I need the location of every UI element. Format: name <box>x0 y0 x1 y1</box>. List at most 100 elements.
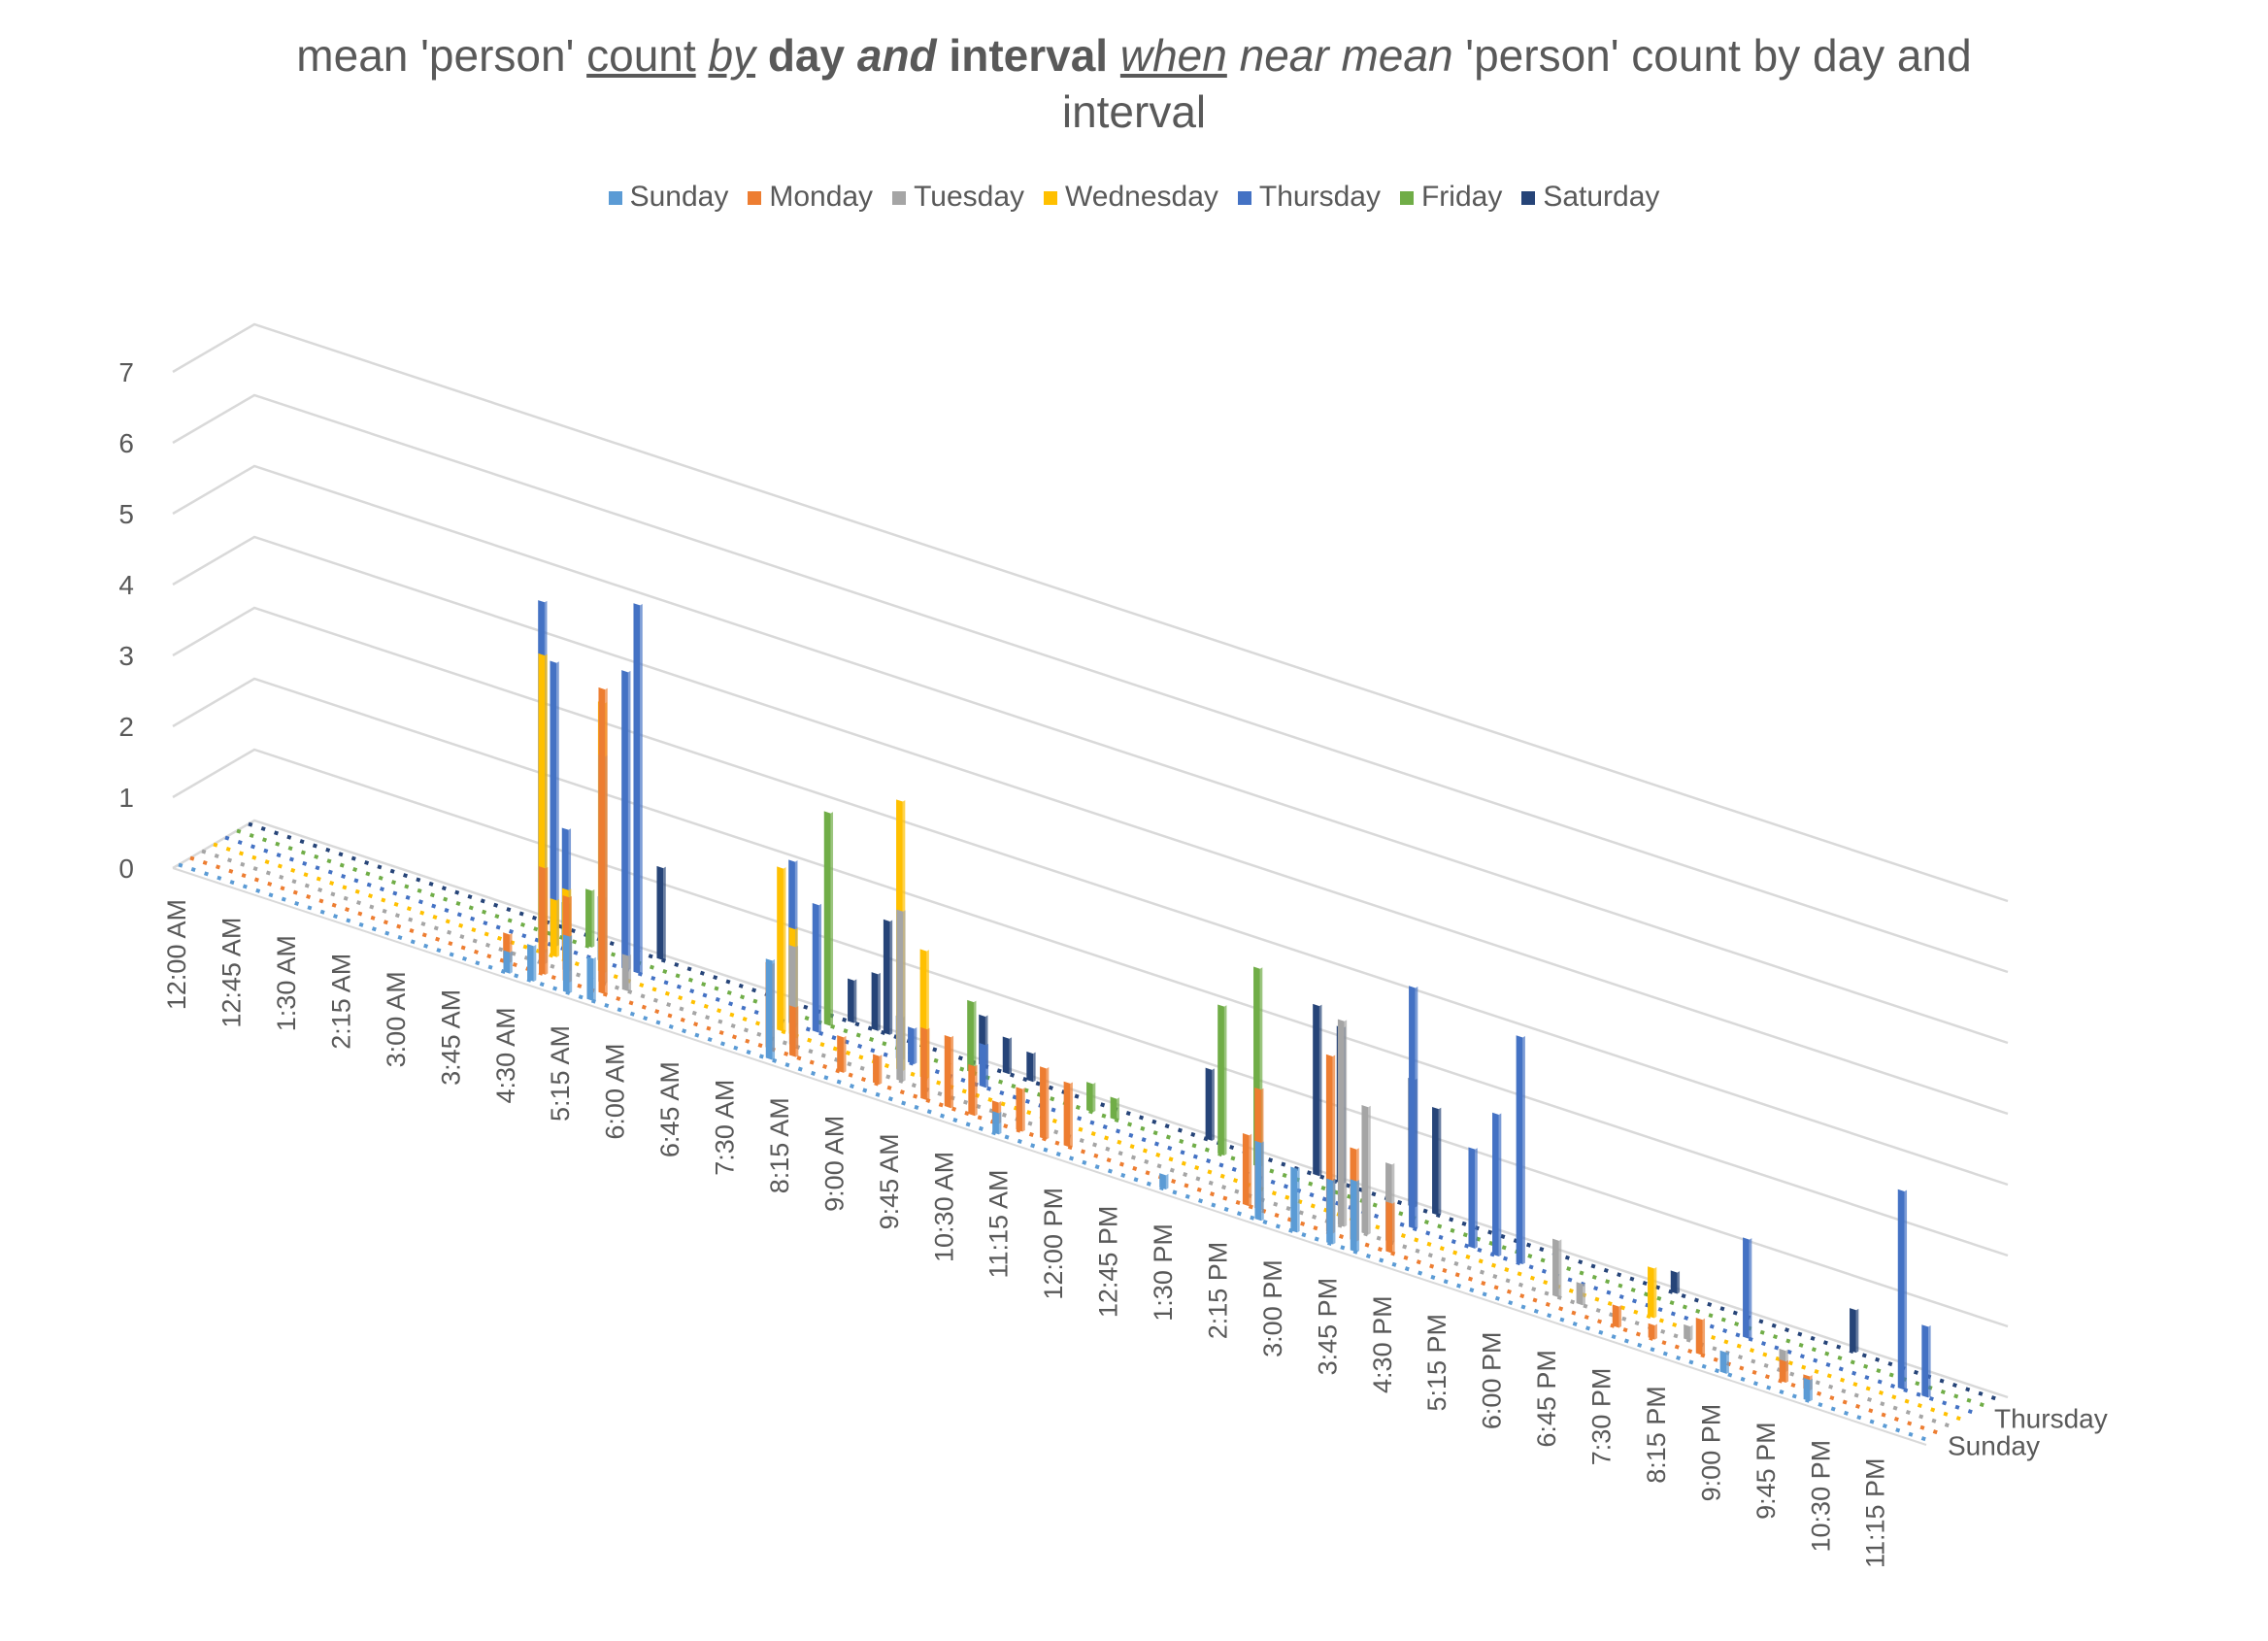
bar <box>1648 1323 1657 1340</box>
bar-face <box>1612 1304 1619 1328</box>
legend-swatch <box>892 191 907 206</box>
bar-side <box>605 687 608 995</box>
bar-side <box>973 1000 977 1074</box>
bar-side <box>818 903 822 1033</box>
bar-face <box>1159 1173 1166 1189</box>
bar-side <box>510 951 513 974</box>
bar-side <box>903 910 906 1082</box>
bar <box>1290 1166 1300 1233</box>
bar-side <box>1677 1271 1681 1294</box>
bar <box>585 888 595 948</box>
bar-side <box>772 958 776 1060</box>
bar-face <box>503 950 511 974</box>
gridline <box>172 748 2009 1328</box>
bar-face <box>944 1034 951 1109</box>
bar-face <box>883 919 890 1035</box>
bar-face <box>1205 1067 1213 1141</box>
chart-title-line-1: mean 'person' count by day and interval … <box>0 27 2268 84</box>
gridline <box>172 606 2009 1187</box>
bar-side <box>1368 1105 1371 1235</box>
bar-face <box>1242 1133 1250 1207</box>
bar <box>1350 1179 1360 1253</box>
bar-face <box>812 903 819 1033</box>
bar <box>1612 1304 1622 1328</box>
bar-face <box>1743 1237 1750 1339</box>
floor-row-line <box>248 821 2003 1403</box>
bar-face <box>550 898 557 957</box>
bar <box>967 999 977 1074</box>
bar <box>1217 1004 1227 1155</box>
chart-title-segment: mean 'person' <box>296 30 587 81</box>
x-tick-label: 1:30 AM <box>272 935 301 1031</box>
bar-side <box>1810 1378 1813 1402</box>
bar-side <box>545 866 549 975</box>
x-tick-label: 2:15 AM <box>326 954 355 1050</box>
bar-face <box>1670 1270 1678 1294</box>
bar-face <box>1063 1081 1071 1148</box>
x-axis-ticks: 12:00 AM 12:45 AM 1:30 AM 2:15 AM 3:00 AM 3:4… <box>162 899 1890 1568</box>
bar-side <box>783 867 786 1032</box>
legend-item: Tuesday <box>892 181 1024 214</box>
bar-face <box>1217 1004 1224 1155</box>
bar <box>1468 1147 1478 1249</box>
bar-side <box>1785 1359 1789 1384</box>
bar-side <box>1249 1133 1252 1207</box>
bar <box>1743 1237 1752 1339</box>
bar-side <box>1702 1318 1706 1356</box>
legend-label: Saturday <box>1543 181 1660 213</box>
bar <box>1719 1350 1729 1374</box>
bar-face <box>979 1043 986 1088</box>
y-tick-label: 1 <box>118 783 134 813</box>
bar-face <box>586 955 594 1002</box>
bar-side <box>1332 1179 1336 1245</box>
bar-side <box>569 935 573 993</box>
x-tick-label: 11:15 PM <box>1861 1457 1890 1568</box>
bar <box>1361 1104 1371 1235</box>
bar-side <box>1522 1035 1525 1265</box>
bar <box>1205 1067 1215 1141</box>
bar-face <box>848 978 854 1023</box>
bar-face <box>920 1026 927 1101</box>
gridline <box>172 464 2009 1045</box>
legend-swatch <box>1044 191 1058 206</box>
bar-side <box>1070 1082 1073 1148</box>
gridline <box>172 677 2009 1257</box>
chart-title-segment: near mean <box>1239 30 1453 81</box>
bar <box>1159 1173 1169 1189</box>
bar <box>621 670 631 970</box>
bar-side <box>914 1026 917 1064</box>
y-tick-label: 4 <box>118 570 134 600</box>
bar-side <box>640 603 643 975</box>
bar <box>550 660 559 947</box>
bar <box>1803 1378 1813 1402</box>
bar-face <box>1468 1147 1476 1249</box>
bar-face <box>1719 1350 1727 1374</box>
bar-face <box>967 999 974 1074</box>
bar-face <box>777 866 784 1032</box>
x-tick-label: 4:30 AM <box>491 1007 520 1103</box>
bar-side <box>1033 1052 1036 1083</box>
bar <box>1409 986 1418 1229</box>
bar-face <box>621 954 629 992</box>
bar-face <box>765 958 773 1060</box>
bar-face <box>1337 1019 1345 1227</box>
legend-swatch <box>1237 191 1251 206</box>
x-tick-label: 8:15 AM <box>765 1097 794 1193</box>
bars <box>503 600 1931 1402</box>
bar-side <box>998 1112 1002 1135</box>
x-tick-label: 8:15 PM <box>1642 1386 1671 1484</box>
bar <box>979 1043 989 1088</box>
bar-side <box>1297 1167 1300 1233</box>
y-tick-label: 7 <box>118 357 134 387</box>
bar <box>1432 1106 1442 1216</box>
bar-face <box>1803 1378 1811 1402</box>
bar-face <box>1432 1106 1439 1216</box>
bar <box>920 1026 930 1101</box>
bar-side <box>1689 1324 1693 1341</box>
bar-side <box>985 1043 989 1088</box>
x-tick-label: 3:45 AM <box>436 989 465 1086</box>
bar-face <box>539 866 546 975</box>
bar <box>1552 1238 1562 1298</box>
